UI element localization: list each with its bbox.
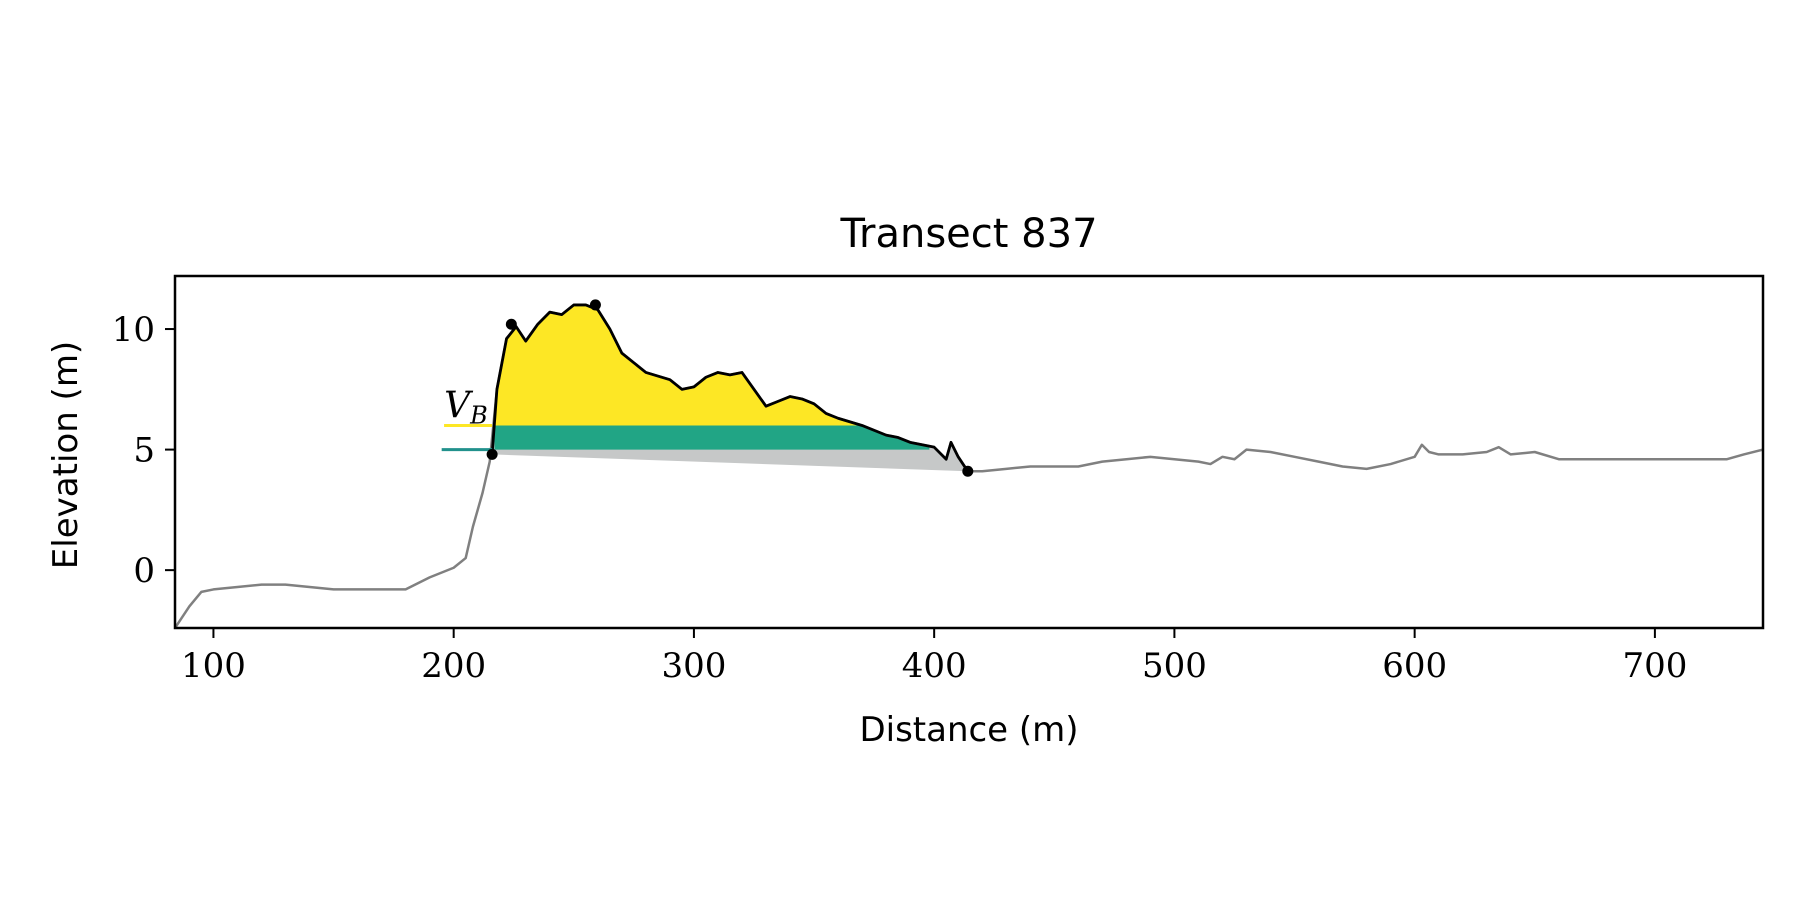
x-tick-label: 400 xyxy=(902,646,967,686)
y-tick-label: 10 xyxy=(112,310,155,350)
point-marker xyxy=(505,318,517,330)
plot-frame xyxy=(173,274,1765,630)
point-marker xyxy=(962,465,974,477)
vb-annotation-main: V xyxy=(444,385,474,426)
upper-volume-fill xyxy=(494,304,887,426)
y-tick-label: 5 xyxy=(133,431,155,471)
lower-volume-fill xyxy=(494,425,930,450)
plot-area: VB xyxy=(175,299,1763,628)
y-tick-label: 0 xyxy=(133,551,155,591)
point-marker xyxy=(589,299,601,311)
x-axis-label: Distance (m) xyxy=(859,710,1078,750)
x-tick-label: 200 xyxy=(421,646,486,686)
x-axis-ticks: 100 200 300 400 500 600 700 xyxy=(181,628,1687,686)
vb-annotation-subscript: B xyxy=(469,401,488,429)
chart-title: Transect 837 xyxy=(839,211,1097,257)
x-tick-label: 700 xyxy=(1622,646,1687,686)
point-marker xyxy=(486,448,498,460)
x-tick-label: 500 xyxy=(1142,646,1207,686)
y-axis-label: Elevation (m) xyxy=(46,341,86,569)
x-tick-label: 100 xyxy=(181,646,246,686)
x-tick-label: 300 xyxy=(661,646,726,686)
vb-annotation: VB xyxy=(444,385,488,429)
y-axis-ticks: 0 5 10 xyxy=(112,310,175,591)
x-tick-label: 600 xyxy=(1382,646,1447,686)
dune-line xyxy=(490,303,969,473)
